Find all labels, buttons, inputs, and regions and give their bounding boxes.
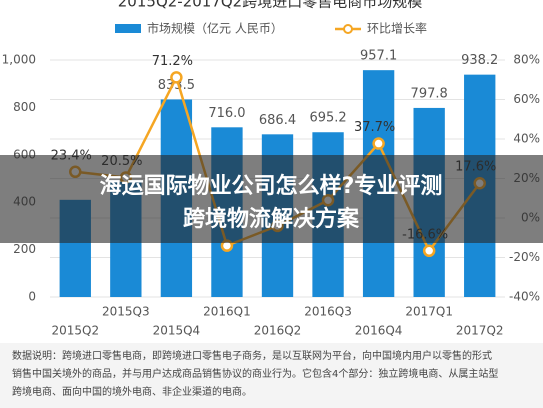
x-tick-label: 2016Q4	[355, 324, 403, 338]
overlay-text: 海运国际物业公司怎么样?专业评测	[100, 173, 443, 199]
y-tick-label: 1,000	[2, 53, 36, 67]
line-point	[372, 137, 385, 150]
bar-value-label: 833.5	[158, 78, 195, 93]
y2-tick-label: -20%	[509, 250, 540, 264]
x-tick-label: 2015Q2	[51, 324, 99, 338]
x-tick-label: 2017Q1	[405, 305, 453, 319]
y2-tick-label: 40%	[513, 132, 540, 146]
y-tick-label: 200	[13, 242, 36, 256]
x-tick-label: 2015Q3	[102, 305, 150, 319]
overlay-banner	[0, 155, 543, 243]
line-point	[170, 71, 183, 84]
x-tick-label: 2016Q3	[304, 305, 352, 319]
y-tick-label: 800	[13, 100, 36, 114]
legend-swatch	[115, 24, 141, 33]
chart-title: 2015Q2-2017Q2跨境进口零售电商市场规模	[118, 0, 422, 11]
bar-value-label: 686.4	[259, 113, 296, 128]
footnote: 数据说明：跨境进口零售电商，即跨境进口零售电子商务，是以互联网为平台，向中国境内…	[12, 349, 492, 362]
footnote: 跨境电商、面向中国的境外电商、非企业渠道的电商。	[12, 385, 252, 398]
footnote: 销售中国关境外的商品，并与用户达成商品销售协议的商业行为。它包含4个部分：独立跨…	[12, 367, 498, 380]
x-tick-label: 2017Q2	[456, 324, 504, 338]
bar-value-label: 938.2	[461, 53, 498, 68]
x-tick-label: 2016Q1	[203, 305, 251, 319]
bar-value-label: 797.8	[411, 86, 448, 101]
legend-swatch	[343, 24, 353, 34]
bar-value-label: 957.1	[360, 49, 397, 64]
overlay-text: 跨境物流解决方案	[183, 206, 360, 232]
y2-tick-label: 80%	[513, 53, 540, 67]
x-tick-label: 2016Q2	[254, 324, 302, 338]
line-value-label: 37.7%	[354, 120, 395, 135]
line-point	[422, 244, 436, 258]
x-tick-label: 2015Q4	[153, 324, 201, 338]
legend-label: 环比增长率	[367, 21, 427, 36]
y-tick-label: 0	[28, 290, 36, 304]
legend-label: 市场规模（亿元 人民币）	[147, 21, 283, 36]
footnote-bg	[0, 343, 543, 408]
line-value-label: 71.2%	[152, 54, 193, 69]
y2-tick-label: -40%	[509, 290, 540, 304]
y2-tick-label: 60%	[513, 92, 540, 106]
bar-value-label: 695.2	[309, 111, 346, 126]
bar-value-label: 716.0	[208, 106, 245, 121]
